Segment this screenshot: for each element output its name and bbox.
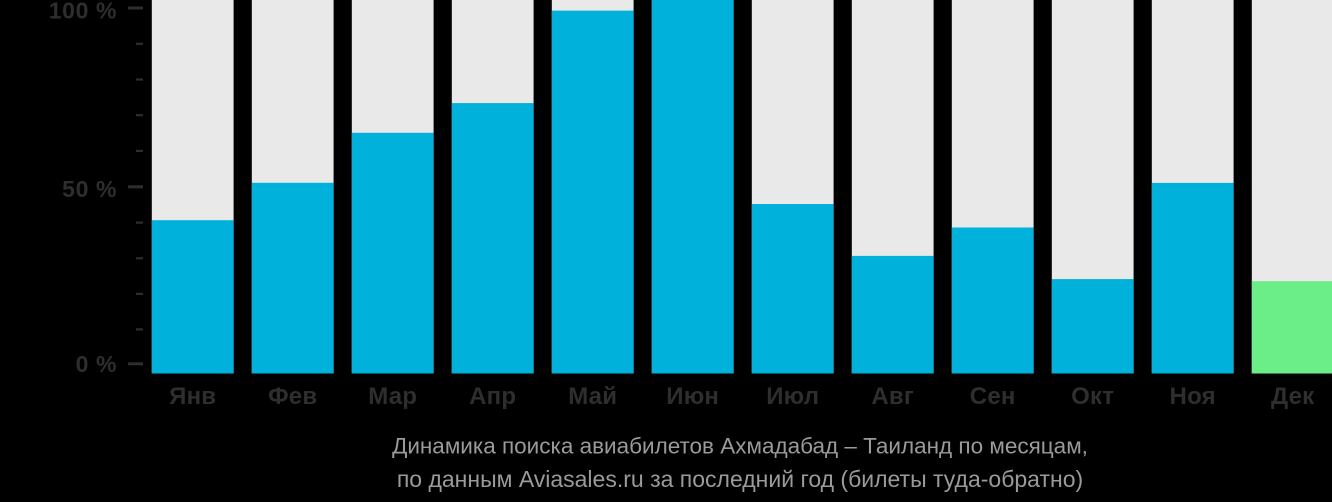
svg-text:Окт: Окт: [1071, 383, 1114, 410]
svg-text:Ноя: Ноя: [1170, 383, 1216, 410]
svg-text:0 %: 0 %: [76, 351, 117, 377]
svg-text:по данным Aviasales.ru за посл: по данным Aviasales.ru за последний год …: [397, 466, 1083, 492]
svg-text:Фев: Фев: [268, 383, 317, 410]
svg-text:Апр: Апр: [469, 383, 516, 410]
svg-text:Июл: Июл: [766, 383, 819, 410]
svg-text:Авг: Авг: [871, 383, 914, 410]
svg-text:Янв: Янв: [169, 383, 216, 410]
svg-text:Динамика поиска авиабилетов Ах: Динамика поиска авиабилетов Ахмадабад – …: [392, 434, 1088, 459]
svg-text:Сен: Сен: [970, 383, 1016, 410]
svg-text:Июн: Июн: [666, 383, 719, 410]
svg-text:50 %: 50 %: [62, 176, 117, 202]
svg-text:Мар: Мар: [368, 383, 417, 410]
svg-text:100 %: 100 %: [49, 0, 117, 24]
svg-text:Дек: Дек: [1271, 383, 1315, 410]
svg-text:Май: Май: [568, 383, 617, 410]
